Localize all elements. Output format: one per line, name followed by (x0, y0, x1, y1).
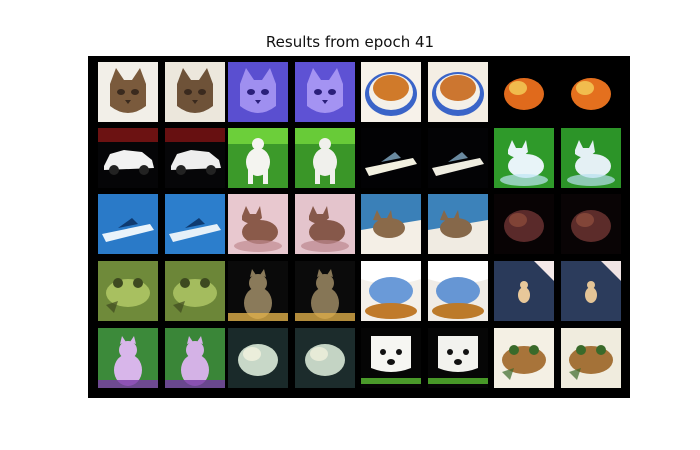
thumbnail-image (98, 128, 158, 188)
frog-camouflage-thumbnail (98, 261, 158, 321)
thumbnail-image (361, 128, 421, 188)
thumbnail-image (165, 194, 225, 254)
thumbnail-image (361, 62, 421, 122)
white-blue-feathers-thumbnail (428, 261, 488, 321)
thumbnail-image (428, 128, 488, 188)
tabby-cat-face-thumbnail (165, 62, 225, 122)
cat-pink-wall-thumbnail (228, 194, 288, 254)
thumbnail-image (165, 261, 225, 321)
thumbnail-image (295, 62, 355, 122)
boat-dark-water-thumbnail (428, 128, 488, 188)
thumbnail-image (361, 328, 421, 388)
thumbnail-image (98, 62, 158, 122)
bird-on-road-thumbnail (561, 261, 621, 321)
thumbnail-image (494, 62, 554, 122)
white-car-thumbnail (165, 128, 225, 188)
thumbnail-image (98, 261, 158, 321)
dark-animal-thumbnail (561, 194, 621, 254)
white-blue-feathers-thumbnail (361, 261, 421, 321)
orange-animal-dark-thumbnail (561, 62, 621, 122)
thumbnail-image (98, 328, 158, 388)
cat-dark-scene-thumbnail (295, 261, 355, 321)
thumbnail-image (165, 328, 225, 388)
thumbnail-image (428, 62, 488, 122)
cat-pink-wall-thumbnail (295, 194, 355, 254)
thumbnail-image (228, 128, 288, 188)
thumbnail-image (165, 128, 225, 188)
tabby-cat-face-thumbnail (98, 62, 158, 122)
thumbnail-image (295, 261, 355, 321)
purple-cat-face-thumbnail (228, 62, 288, 122)
animals-dark-light-thumbnail (295, 328, 355, 388)
purple-animal-grass-thumbnail (165, 328, 225, 388)
thumbnail-image (228, 328, 288, 388)
frog-camouflage-thumbnail (165, 261, 225, 321)
purple-animal-grass-thumbnail (98, 328, 158, 388)
cat-dark-scene-thumbnail (228, 261, 288, 321)
brown-frog-white-thumbnail (494, 328, 554, 388)
white-dog-face-thumbnail (428, 328, 488, 388)
thumbnail-image (165, 62, 225, 122)
dark-animal-thumbnail (494, 194, 554, 254)
cat-lying-blanket-thumbnail (361, 194, 421, 254)
thumbnail-image (494, 194, 554, 254)
orange-cat-bowl-thumbnail (361, 62, 421, 122)
white-dog-grass-thumbnail (228, 128, 288, 188)
bird-on-road-thumbnail (494, 261, 554, 321)
purple-cat-face-thumbnail (295, 62, 355, 122)
animals-dark-light-thumbnail (228, 328, 288, 388)
thumbnail-image (561, 62, 621, 122)
thumbnail-image (561, 194, 621, 254)
thumbnail-image (295, 128, 355, 188)
thumbnail-image (494, 128, 554, 188)
thumbnail-image (361, 261, 421, 321)
thumbnail-image (561, 328, 621, 388)
thumbnail-image (228, 261, 288, 321)
thumbnail-image (361, 194, 421, 254)
figure-title: Results from epoch 41 (265, 33, 435, 51)
thumbnail-image (295, 328, 355, 388)
orange-animal-dark-thumbnail (494, 62, 554, 122)
thumbnail-image (561, 261, 621, 321)
thumbnail-image (494, 328, 554, 388)
white-cat-green-thumbnail (494, 128, 554, 188)
thumbnail-image (428, 328, 488, 388)
white-dog-face-thumbnail (361, 328, 421, 388)
thumbnail-image (428, 261, 488, 321)
white-cat-green-thumbnail (561, 128, 621, 188)
thumbnail-image (228, 62, 288, 122)
brown-frog-white-thumbnail (561, 328, 621, 388)
thumbnail-image (228, 194, 288, 254)
speedboat-blue-thumbnail (98, 194, 158, 254)
thumbnail-image (428, 194, 488, 254)
boat-dark-water-thumbnail (361, 128, 421, 188)
thumbnail-image (561, 128, 621, 188)
thumbnail-image (98, 194, 158, 254)
white-dog-grass-thumbnail (295, 128, 355, 188)
white-car-thumbnail (98, 128, 158, 188)
speedboat-blue-thumbnail (165, 194, 225, 254)
thumbnail-image (295, 194, 355, 254)
cat-lying-blanket-thumbnail (428, 194, 488, 254)
image-grid (88, 56, 630, 398)
orange-cat-bowl-thumbnail (428, 62, 488, 122)
thumbnail-image (494, 261, 554, 321)
